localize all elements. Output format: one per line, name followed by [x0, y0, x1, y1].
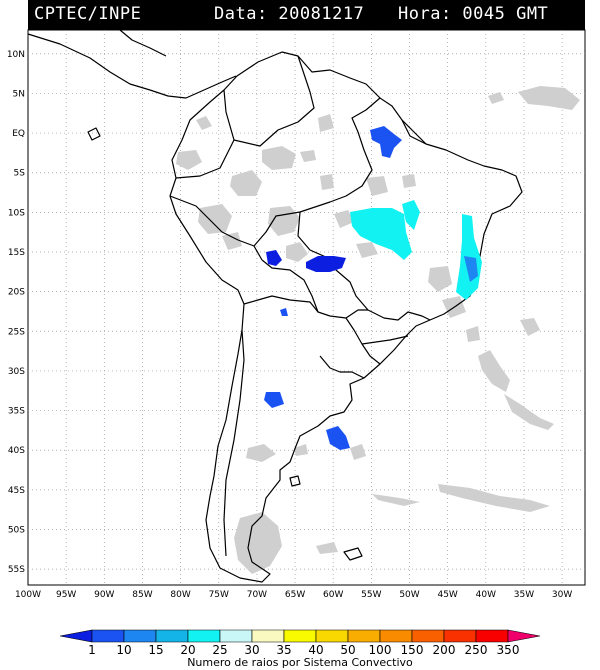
lon-tick-label: 75W	[209, 590, 229, 600]
lon-tick-label: 35W	[514, 590, 534, 600]
legend-value-label: 25	[212, 643, 227, 657]
legend-swatch	[347, 629, 381, 643]
date-label: Data: 20081217	[214, 4, 365, 24]
lat-tick-label: 10N	[7, 50, 25, 60]
legend-swatch	[443, 629, 477, 643]
lon-tick-label: 80W	[170, 590, 190, 600]
legend-value-label: 40	[308, 643, 323, 657]
lat-tick-label: 5S	[14, 169, 26, 179]
lon-tick-label: 60W	[323, 590, 343, 600]
grid-lines	[28, 30, 585, 585]
lon-tick-label: 100W	[15, 590, 41, 600]
lat-tick-label: 45S	[8, 486, 25, 496]
time-label: Hora: 0045 GMT	[398, 4, 549, 24]
legend-swatch	[379, 629, 413, 643]
legend-value-label: 150	[401, 643, 424, 657]
legend-value-label: 10	[116, 643, 131, 657]
legend-swatch	[315, 629, 349, 643]
legend-values: 1 10 15 20 25 30 35 40 50 100 150 200 250 350	[88, 643, 519, 657]
legend-value-label: 50	[340, 643, 355, 657]
legend-value-label: 20	[180, 643, 195, 657]
legend-swatch	[59, 629, 93, 643]
lon-tick-label: 50W	[399, 590, 419, 600]
legend-swatch	[219, 629, 253, 643]
legend-swatch	[251, 629, 285, 643]
lon-tick-label: 85W	[132, 590, 152, 600]
lon-tick-label: 45W	[437, 590, 457, 600]
continent-outlines	[27, 29, 523, 583]
legend-value-label: 1	[88, 643, 96, 657]
lon-tick-label: 90W	[94, 590, 114, 600]
legend-swatch	[187, 629, 221, 643]
legend-value-label: 30	[244, 643, 259, 657]
lon-tick-label: 55W	[361, 590, 381, 600]
lat-tick-label: EQ	[12, 129, 25, 139]
legend-value-label: 250	[465, 643, 488, 657]
lat-tick-label: 15S	[8, 248, 25, 258]
lat-tick-label: 5N	[13, 89, 25, 99]
map-frame	[27, 29, 586, 586]
legend-swatch	[91, 629, 125, 643]
legend-swatch	[475, 629, 509, 643]
lon-tick-label: 70W	[247, 590, 267, 600]
lat-tick-label: 10S	[8, 208, 25, 218]
lat-tick-label: 35S	[8, 407, 25, 417]
lat-tick-label: 50S	[8, 526, 25, 536]
lon-tick-label: 95W	[56, 590, 76, 600]
legend-swatch	[283, 629, 317, 643]
legend-value-label: 15	[148, 643, 163, 657]
legend-value-label: 100	[369, 643, 392, 657]
lon-tick-label: 30W	[552, 590, 572, 600]
legend-title: Numero de raios por Sistema Convectivo	[187, 656, 413, 669]
lat-tick-label: 25S	[8, 327, 25, 337]
lat-tick-label: 30S	[8, 367, 25, 377]
source-label: CPTEC/INPE	[34, 4, 142, 24]
lon-tick-label: 40W	[476, 590, 496, 600]
longitude-labels: 100W 95W 90W 85W 80W 75W 70W 65W 60W 55W 50W 45W 40W…	[15, 590, 572, 600]
lat-tick-label: 20S	[8, 288, 25, 298]
legend-value-label: 350	[497, 643, 520, 657]
legend-value-label: 35	[276, 643, 291, 657]
lat-tick-label: 40S	[8, 446, 25, 456]
lat-tick-label: 55S	[8, 565, 25, 575]
legend-swatch	[155, 629, 189, 643]
legend-color-bar	[59, 629, 541, 643]
lightning-systems	[264, 126, 482, 450]
latitude-labels: 10N 5N EQ 5S 10S 15S 20S 25S 30S 35S 40S 45S 50S 55S	[7, 50, 25, 575]
legend-value-label: 200	[433, 643, 456, 657]
legend-swatch	[411, 629, 445, 643]
lon-tick-label: 65W	[285, 590, 305, 600]
header-bar: CPTEC/INPE Data: 20081217 Hora: 0045 GMT	[28, 0, 585, 30]
legend-swatch	[507, 629, 541, 643]
legend-swatch	[123, 629, 157, 643]
